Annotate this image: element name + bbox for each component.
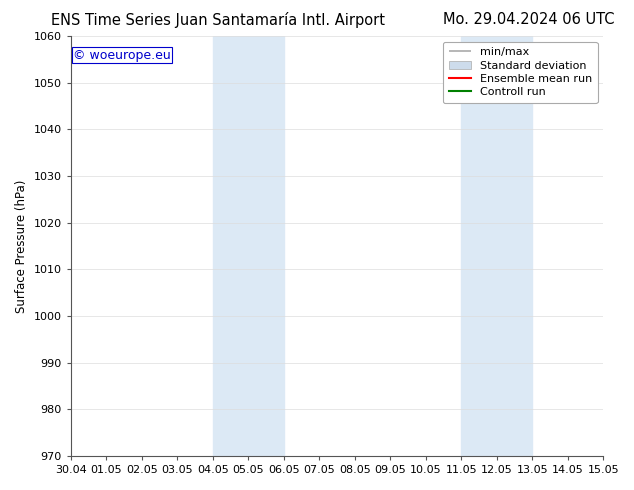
Text: ENS Time Series Juan Santamaría Intl. Airport: ENS Time Series Juan Santamaría Intl. Ai… xyxy=(51,12,385,28)
Text: Mo. 29.04.2024 06 UTC: Mo. 29.04.2024 06 UTC xyxy=(443,12,615,27)
Legend: min/max, Standard deviation, Ensemble mean run, Controll run: min/max, Standard deviation, Ensemble me… xyxy=(443,42,598,103)
Bar xyxy=(212,36,283,456)
Bar xyxy=(461,36,532,456)
Text: © woeurope.eu: © woeurope.eu xyxy=(74,49,171,62)
Y-axis label: Surface Pressure (hPa): Surface Pressure (hPa) xyxy=(15,179,28,313)
